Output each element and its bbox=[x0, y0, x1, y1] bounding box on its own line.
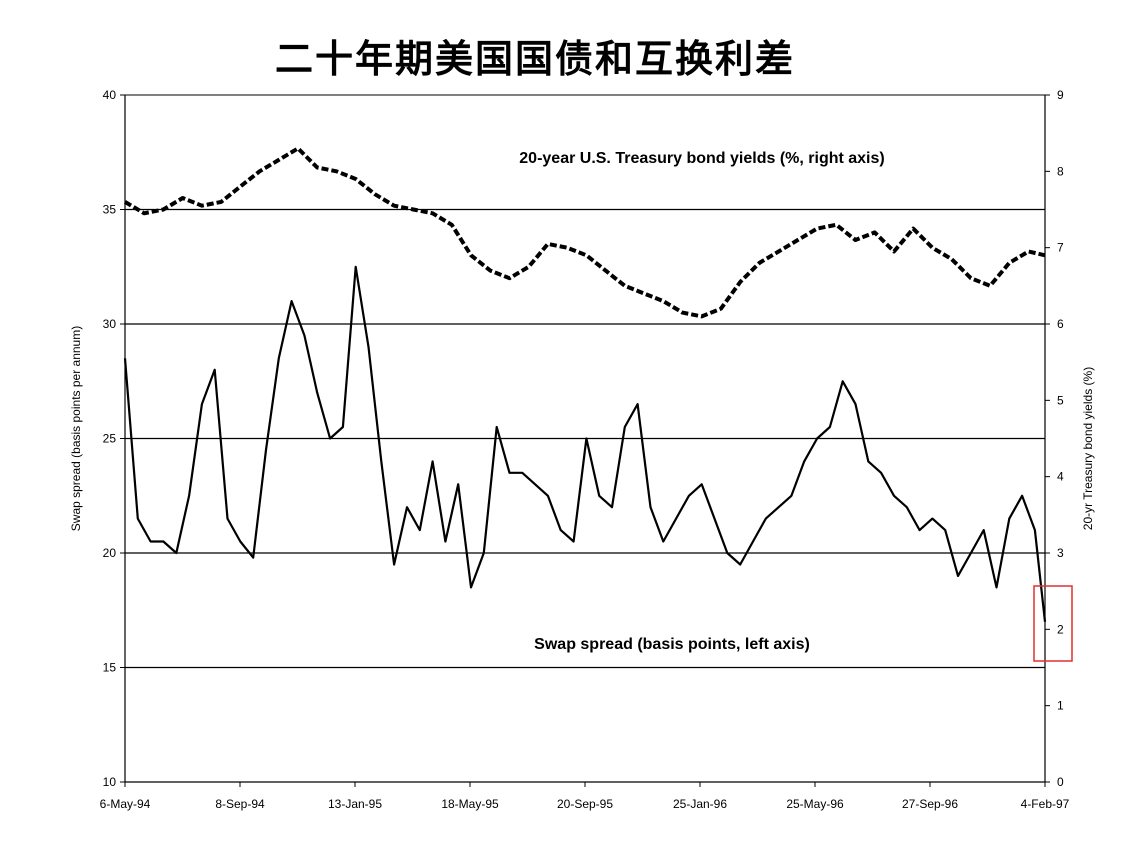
left-tick-label: 25 bbox=[103, 432, 117, 446]
left-tick-label: 20 bbox=[103, 546, 117, 560]
right-tick-label: 5 bbox=[1057, 393, 1064, 407]
right-tick-label: 6 bbox=[1057, 317, 1064, 331]
right-tick-label: 0 bbox=[1057, 775, 1064, 789]
x-tick-label: 13-Jan-95 bbox=[328, 797, 382, 811]
x-tick-label: 6-May-94 bbox=[100, 797, 151, 811]
right-tick-label: 9 bbox=[1057, 88, 1064, 102]
left-tick-label: 35 bbox=[103, 203, 117, 217]
highlight-box bbox=[1033, 585, 1073, 662]
swap-spread-line bbox=[123, 265, 1047, 622]
treasury-yield-line bbox=[123, 146, 1046, 319]
page-title: 二十年期美国国债和互换利差 bbox=[274, 36, 795, 81]
treasury-series-label: 20-year U.S. Treasury bond yields (%, ri… bbox=[519, 150, 884, 167]
x-tick-label: 20-Sep-95 bbox=[557, 797, 613, 811]
x-tick-label: 25-May-96 bbox=[786, 797, 844, 811]
right-axis-title: 20-yr Treasury bond yields (%) bbox=[1081, 367, 1095, 530]
left-tick-label: 40 bbox=[103, 88, 117, 102]
right-tick-label: 7 bbox=[1057, 241, 1064, 255]
left-axis-title: Swap spread (basis points per annum) bbox=[69, 326, 83, 531]
x-tick-label: 25-Jan-96 bbox=[673, 797, 727, 811]
x-tick-label: 8-Sep-94 bbox=[215, 797, 265, 811]
right-tick-label: 1 bbox=[1057, 699, 1064, 713]
left-tick-label: 10 bbox=[103, 775, 117, 789]
right-tick-label: 2 bbox=[1057, 622, 1064, 636]
left-tick-label: 30 bbox=[103, 317, 117, 331]
x-tick-label: 27-Sep-96 bbox=[902, 797, 958, 811]
swap-series-label: Swap spread (basis points, left axis) bbox=[534, 636, 810, 653]
right-tick-label: 3 bbox=[1057, 546, 1064, 560]
left-tick-label: 15 bbox=[103, 661, 117, 675]
x-tick-label: 4-Feb-97 bbox=[1021, 797, 1070, 811]
right-tick-label: 4 bbox=[1057, 470, 1064, 484]
x-tick-label: 18-May-95 bbox=[441, 797, 499, 811]
right-tick-label: 8 bbox=[1057, 164, 1064, 178]
